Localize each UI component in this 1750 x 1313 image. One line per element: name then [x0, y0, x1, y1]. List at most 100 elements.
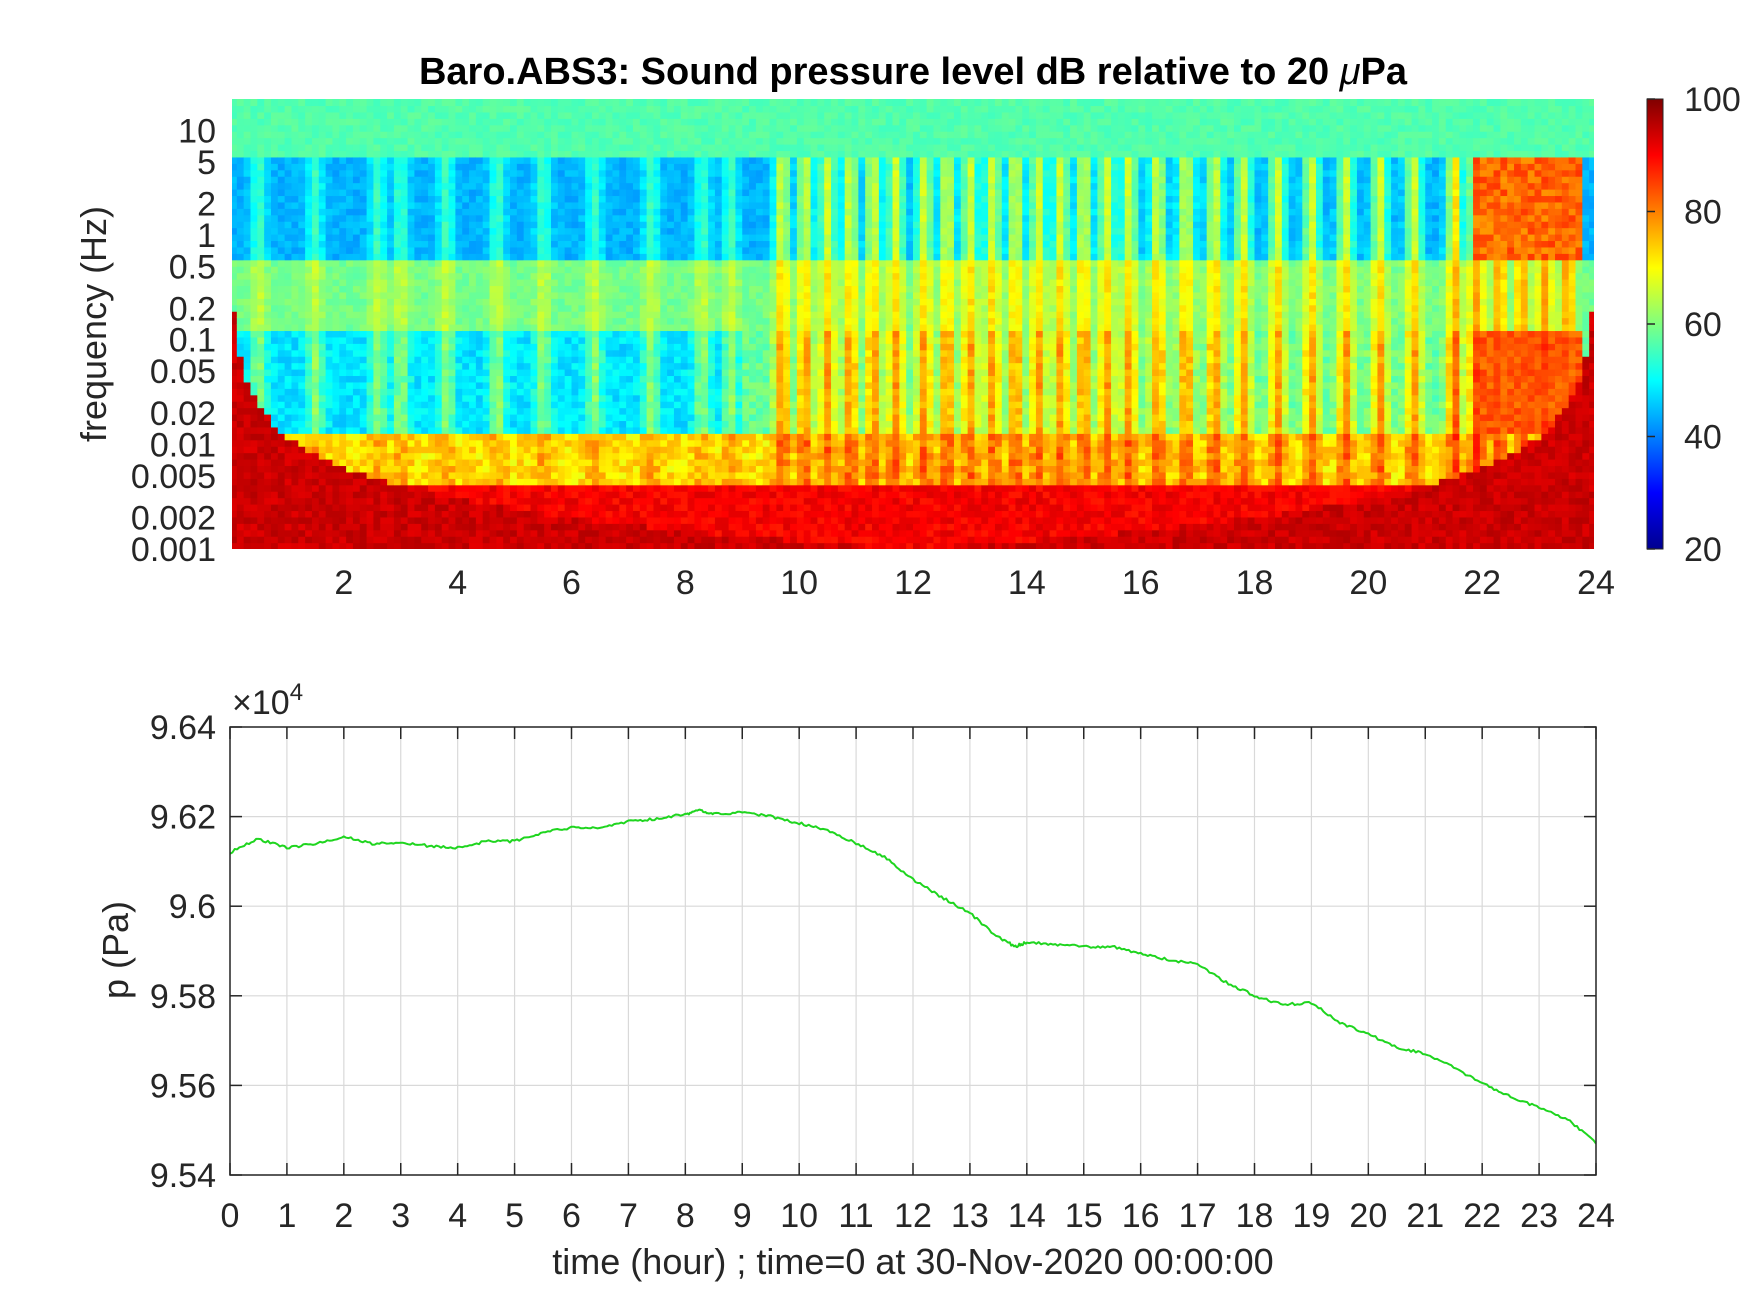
spectrogram-cell: [291, 324, 299, 332]
spectrogram-cell: [407, 336, 416, 344]
spectrogram-cell: [318, 118, 327, 126]
spectrogram-cell: [557, 401, 566, 409]
spectrogram-cell: [667, 221, 675, 229]
spectrogram-cell: [380, 279, 388, 287]
spectrogram-cell: [373, 414, 381, 422]
spectrogram-cell: [680, 291, 689, 299]
spectrogram-cell: [653, 105, 661, 113]
spectrogram-cell: [694, 439, 702, 447]
spectrogram-cell: [708, 118, 716, 126]
spectrogram-cell: [578, 266, 586, 274]
spectrogram-cell: [305, 291, 313, 299]
spectrogram-cell: [318, 433, 327, 441]
spectrogram-cell: [660, 176, 668, 184]
spectrogram-cell: [236, 497, 245, 505]
spectrogram-cell: [694, 214, 702, 222]
spectrogram-cell: [455, 291, 463, 299]
spectrogram-cell: [305, 163, 313, 171]
spectrogram-cell: [605, 266, 614, 274]
spectrogram-cell: [318, 240, 327, 248]
spectrogram-cell: [311, 516, 320, 524]
spectrogram-cell: [639, 317, 648, 325]
spectrogram-cell: [557, 214, 566, 222]
spectrogram-cell: [243, 221, 252, 229]
spectrogram-cell: [680, 375, 689, 383]
spectrogram-cell: [332, 369, 340, 377]
spectrogram-cell: [680, 356, 689, 364]
spectrogram-cell: [585, 394, 593, 402]
spectrogram-cell: [325, 465, 334, 473]
spectrogram-cell: [298, 311, 306, 319]
spectrogram-cell: [564, 504, 573, 512]
spectrogram-cell: [475, 317, 484, 325]
spectrogram-cell: [305, 375, 313, 383]
spectrogram-cell: [284, 497, 293, 505]
spectrogram-cell: [305, 516, 313, 524]
spectrogram-cell: [632, 253, 641, 261]
spectrogram-cell: [598, 388, 607, 396]
spectrogram-cell: [585, 208, 593, 216]
spectrogram-cell: [421, 298, 429, 306]
spectrogram-cell: [578, 144, 586, 152]
spectrogram-cell: [537, 317, 545, 325]
spectrogram-cell: [407, 137, 416, 145]
spectrogram-cell: [359, 516, 368, 524]
spectrogram-cell: [441, 516, 450, 524]
spectrogram-cell: [264, 542, 272, 549]
spectrogram-cell: [387, 536, 395, 544]
spectrogram-cell: [530, 99, 538, 107]
spectrogram-cell: [407, 311, 416, 319]
spectrogram-cell: [277, 324, 286, 332]
spectrogram-cell: [421, 471, 429, 479]
spectrogram-cell: [428, 471, 436, 479]
spectrogram-cell: [325, 124, 334, 132]
spectrogram-cell: [434, 369, 443, 377]
spectrogram-cell: [339, 182, 347, 190]
spectrogram-cell: [660, 156, 668, 164]
spectrogram-cell: [236, 246, 245, 254]
spectrogram-cell: [632, 491, 641, 499]
spectrogram-cell: [346, 452, 354, 460]
spectrogram-cell: [236, 311, 245, 319]
spectrogram-cell: [277, 375, 286, 383]
spectrogram-cell: [421, 189, 429, 197]
spectrogram-cell: [475, 201, 484, 209]
spectrogram-cell: [232, 253, 238, 261]
spectrogram-cell: [393, 118, 402, 126]
spectrogram-cell: [598, 189, 607, 197]
spectrogram-cell: [359, 124, 368, 132]
spectrogram-cell: [318, 99, 327, 107]
spectrogram-cell: [421, 394, 429, 402]
spectrogram-cell: [455, 182, 463, 190]
spectrogram-cell: [605, 394, 614, 402]
spectrogram-cell: [421, 259, 429, 267]
spectrogram-cell: [585, 491, 593, 499]
spectrogram-cell: [496, 311, 504, 319]
spectrogram-cell: [489, 484, 497, 492]
spectrogram-cell: [469, 285, 477, 293]
spectrogram-cell: [510, 214, 518, 222]
spectrogram-cell: [387, 401, 395, 409]
spectrogram-cell: [346, 285, 354, 293]
spectrogram-cell: [352, 349, 361, 357]
spectrogram-cell: [687, 452, 696, 460]
spectrogram-cell: [359, 221, 368, 229]
spectrogram-cell: [448, 156, 456, 164]
spectrogram-cell: [530, 356, 538, 364]
spectrogram-cell: [680, 272, 689, 280]
spectrogram-cell: [591, 324, 600, 332]
spectrogram-cell: [639, 497, 648, 505]
spectrogram-cell: [632, 163, 641, 171]
spectrogram-cell: [551, 111, 559, 119]
spectrogram-cell: [298, 182, 306, 190]
spectrogram-cell: [605, 304, 614, 312]
spectrogram-cell: [264, 336, 272, 344]
spectrogram-cell: [318, 497, 327, 505]
spectrogram-cell: [612, 208, 620, 216]
spectrogram-cell: [708, 542, 716, 549]
spectrogram-cell: [270, 465, 279, 473]
spectrogram-cell: [578, 304, 586, 312]
spectrogram-cell: [387, 214, 395, 222]
spectrogram-cell: [612, 330, 620, 338]
spectrogram-cell: [373, 471, 381, 479]
